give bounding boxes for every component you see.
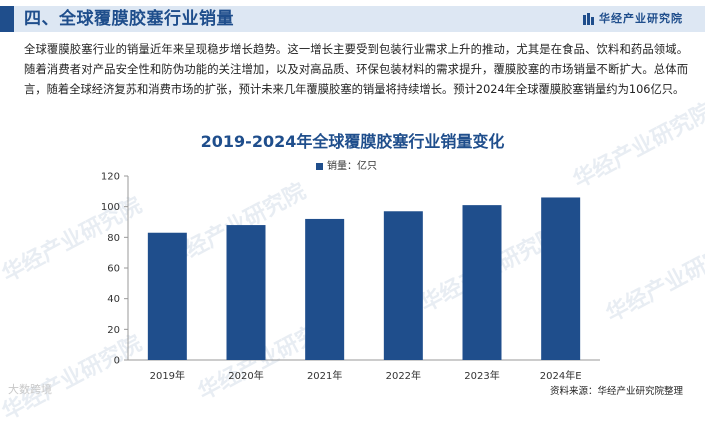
y-tick-label: 40 bbox=[107, 294, 120, 305]
chart-title: 2019-2024年全球覆膜胶塞行业销量变化 bbox=[200, 132, 505, 151]
header-accent bbox=[0, 6, 14, 32]
x-tick-label: 2021年 bbox=[307, 369, 342, 382]
chart-legend: 销量：亿只 bbox=[316, 160, 377, 174]
source-note: 资料来源：华经产业研究院整理 bbox=[549, 386, 683, 397]
brand-logo-icon bbox=[583, 13, 594, 25]
legend-swatch bbox=[316, 162, 323, 170]
y-tick-label: 80 bbox=[107, 233, 120, 244]
bar bbox=[462, 205, 502, 360]
brand-name: 华经产业研究院 bbox=[599, 12, 683, 25]
y-tick-label: 0 bbox=[114, 356, 120, 367]
y-tick-label: 120 bbox=[101, 172, 120, 183]
intro-paragraph: 全球覆膜胶塞行业的销量近年来呈现稳步增长趋势。这一增长主要受到包装行业需求上升的… bbox=[24, 43, 688, 96]
bar bbox=[226, 225, 266, 360]
bar bbox=[147, 232, 187, 360]
y-tick-label: 100 bbox=[101, 202, 120, 213]
x-tick-label: 2024年E bbox=[540, 369, 582, 382]
legend-label: 销量：亿只 bbox=[327, 161, 377, 172]
corner-watermark: 大数跨境 bbox=[8, 383, 52, 396]
x-tick-label: 2020年 bbox=[228, 369, 263, 382]
bar bbox=[383, 211, 423, 360]
y-tick-label: 20 bbox=[107, 325, 120, 336]
bar-chart: 0 20 40 60 80 100 120 2019年 2020年 2021年 2022年 2023年… bbox=[101, 172, 600, 382]
x-tick-label: 2023年 bbox=[464, 369, 499, 382]
bar bbox=[305, 218, 345, 360]
page-title: 四、全球覆膜胶塞行业销量 bbox=[24, 9, 234, 29]
y-tick-label: 60 bbox=[107, 264, 120, 275]
x-tick-label: 2022年 bbox=[386, 369, 421, 382]
x-tick-label: 2019年 bbox=[150, 369, 185, 382]
bar bbox=[541, 197, 581, 360]
